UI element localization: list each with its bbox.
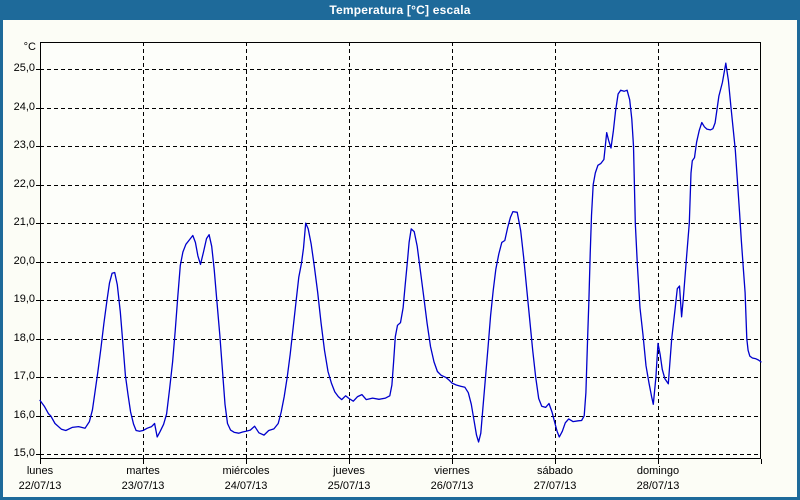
y-tick-label: 23,0 [13, 139, 35, 152]
x-tick-date: 22/07/13 [18, 480, 62, 492]
x-tick-date: 24/07/13 [224, 480, 268, 492]
plot-border [40, 42, 761, 459]
y-tick-label: 18,0 [13, 331, 35, 344]
x-tick-date: 23/07/13 [121, 480, 165, 492]
x-tick-day-name: miércoles [222, 465, 270, 477]
y-tick-label: 21,0 [13, 216, 35, 229]
temperature-line-chart [36, 42, 762, 464]
y-tick-label: 15,0 [13, 447, 35, 460]
x-tick-day-name: lunes [26, 465, 54, 477]
y-tick-label: 16,0 [13, 408, 35, 421]
x-tick-day-name: viernes [434, 465, 470, 477]
y-tick-label: 17,0 [13, 370, 35, 383]
x-tick-date: 27/07/13 [533, 480, 577, 492]
x-tick-day-name: jueves [333, 465, 365, 477]
x-tick-date: 28/07/13 [636, 480, 680, 492]
window-title: Temperatura [°C] escala [329, 3, 471, 17]
title-bar: Temperatura [°C] escala [0, 0, 800, 20]
y-tick-label: 25,0 [13, 61, 35, 74]
x-tick-date: 26/07/13 [430, 480, 474, 492]
x-tick-day-name: martes [126, 465, 160, 477]
y-tick-label: 19,0 [13, 293, 35, 306]
x-tick-date: 25/07/13 [327, 480, 371, 492]
temperature-series-line [39, 62, 762, 443]
x-tick-day-name: domingo [636, 465, 680, 477]
x-tick-day-name: sábado [536, 465, 574, 477]
y-tick-label: 20,0 [13, 254, 35, 267]
y-tick-label: 24,0 [13, 100, 35, 113]
y-tick-label: 22,0 [13, 177, 35, 190]
y-axis-unit-label: °C [23, 41, 36, 53]
